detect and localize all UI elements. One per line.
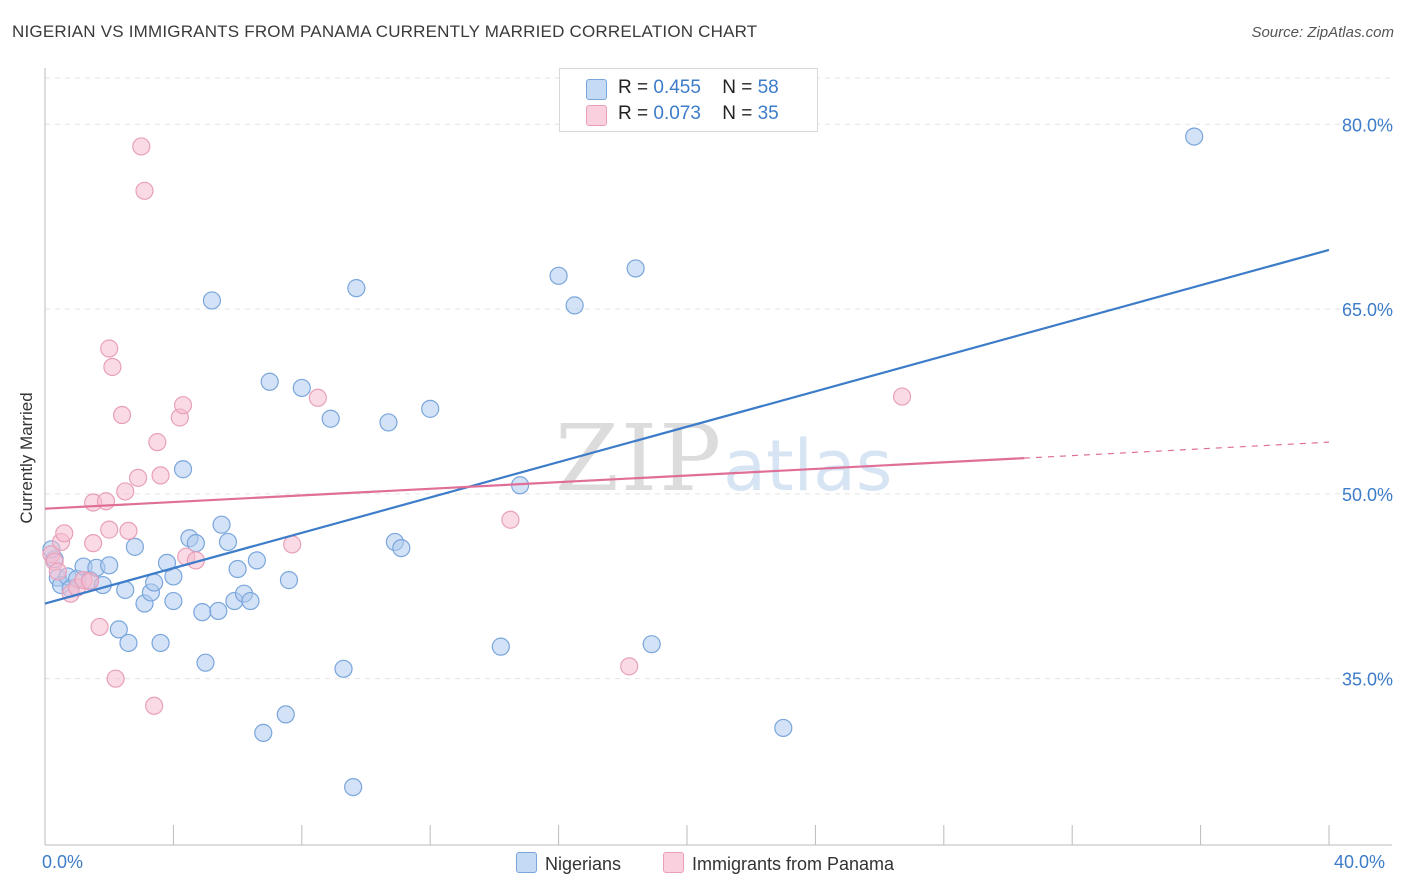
nigerian-point	[344, 777, 363, 797]
nigerian-point	[100, 556, 119, 575]
nigerian-point	[321, 409, 340, 428]
nigerian-point	[151, 633, 170, 653]
nigerian-point	[421, 399, 440, 418]
nigerian-point	[334, 659, 353, 678]
nigerian-point	[109, 620, 128, 639]
panama-point	[892, 387, 912, 406]
panama-point	[100, 339, 119, 358]
nigerian-point	[202, 291, 222, 310]
legend-row-nigerians: R = 0.455 N = 58	[586, 77, 779, 100]
nigerian-point	[228, 559, 247, 579]
nigerian-point	[292, 378, 311, 398]
nigerian-trend-line	[44, 248, 1330, 605]
panama-point	[90, 617, 109, 637]
nigerian-point	[626, 259, 645, 278]
panama-point	[103, 357, 122, 377]
x-tick-label-max: 40.0%	[1334, 852, 1386, 872]
legend-n-label: N =	[722, 103, 758, 124]
y-tick-label: 65.0%	[1342, 300, 1393, 320]
nigerian-point	[260, 372, 279, 391]
nigerian-point	[212, 515, 231, 534]
legend-n-label: N =	[722, 77, 758, 98]
nigerian-point	[241, 591, 260, 611]
legend-r-label: R =	[618, 77, 654, 98]
legend-r-value: 0.073	[653, 103, 701, 124]
panama-trend-line	[44, 457, 1025, 510]
nigerian-point	[119, 633, 138, 653]
nigerian-point	[491, 637, 510, 656]
y-tick-label: 35.0%	[1342, 670, 1393, 690]
nigerian-point	[196, 653, 215, 672]
panama-point	[173, 396, 193, 415]
panama-point	[148, 433, 167, 452]
panama-point	[151, 466, 170, 485]
legend-n-value: 35	[757, 103, 779, 124]
nigerian-point	[279, 571, 299, 590]
legend-item-panama: Immigrants from Panama	[663, 852, 894, 875]
panama-point	[96, 492, 116, 511]
nigerian-point	[392, 538, 411, 558]
legend-swatch-blue	[586, 79, 607, 100]
panama-point	[128, 468, 148, 487]
legend-label-nigerians: Nigerians	[545, 854, 622, 874]
panama-point	[620, 657, 639, 676]
panama-point	[55, 524, 74, 543]
legend-r-value: 0.455	[653, 77, 701, 98]
panama-point	[135, 181, 154, 200]
nigerian-point	[347, 279, 366, 298]
y-axis-label: Currently Married	[17, 392, 36, 524]
nigerian-point	[549, 266, 568, 285]
panama-point	[145, 696, 164, 715]
panama-point	[116, 482, 135, 501]
legend-swatch-pink	[586, 105, 607, 126]
y-tick-label: 80.0%	[1342, 115, 1393, 135]
nigerian-point	[218, 532, 238, 552]
legend-swatch-blue	[516, 852, 537, 873]
x-tick-label-min: 0.0%	[42, 852, 84, 872]
nigerian-point	[193, 603, 212, 622]
panama-point	[80, 572, 100, 591]
panama-point	[501, 510, 520, 529]
panama-point	[112, 405, 132, 425]
legend-swatch-pink	[663, 852, 684, 873]
legend-r-label: R =	[618, 103, 654, 124]
nigerian-point	[247, 551, 266, 570]
y-tick-label: 50.0%	[1342, 485, 1393, 505]
nigerian-point	[774, 718, 793, 738]
legend-n-value: 58	[757, 77, 779, 98]
panama-point	[106, 669, 125, 688]
panama-point	[132, 137, 151, 156]
nigerian-point	[565, 296, 584, 315]
nigerian-point	[125, 537, 144, 556]
nigerian-point	[254, 723, 273, 742]
legend-label-panama: Immigrants from Panama	[692, 854, 895, 874]
source-label: Source: ZipAtlas.com	[1251, 24, 1394, 41]
stats-legend: R = 0.455 N = 58 R = 0.073 N = 35	[559, 68, 818, 132]
nigerian-point	[173, 460, 193, 479]
legend-item-nigerians: Nigerians	[516, 852, 621, 875]
nigerian-point	[209, 601, 228, 621]
chart-title: NIGERIAN VS IMMIGRANTS FROM PANAMA CURRE…	[12, 22, 758, 41]
panama-point	[48, 562, 67, 581]
panama-trend-extension	[1024, 441, 1330, 459]
panama-point	[119, 521, 138, 540]
panama-point	[308, 388, 327, 407]
legend-row-panama: R = 0.073 N = 35	[586, 103, 779, 126]
nigerian-point	[276, 705, 295, 724]
nigerian-point	[145, 573, 164, 592]
nigerian-point	[642, 635, 661, 654]
panama-point	[84, 534, 103, 553]
nigerian-point	[1185, 127, 1204, 146]
nigerian-point	[379, 413, 398, 432]
panama-point	[283, 535, 302, 554]
nigerian-point	[164, 591, 183, 611]
panama-point	[100, 520, 119, 539]
